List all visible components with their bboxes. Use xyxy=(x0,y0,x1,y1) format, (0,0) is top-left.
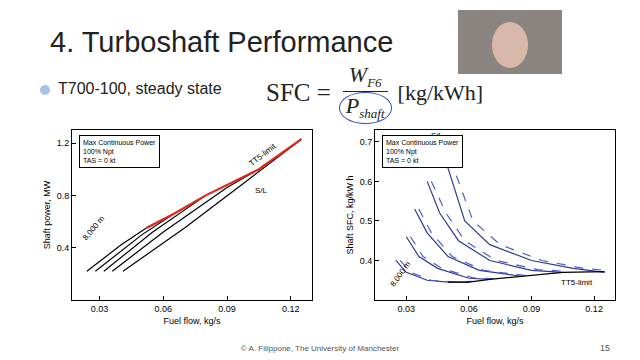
svg-text:Shaft power, MW: Shaft power, MW xyxy=(42,180,52,249)
svg-text:0.06: 0.06 xyxy=(155,304,173,314)
svg-text:S/L: S/L xyxy=(255,186,268,195)
html-text:Pshaft: Pshaft xyxy=(345,93,385,122)
html-text:WF6: WF6 xyxy=(348,62,382,91)
svg-text:Fuel flow, kg/s: Fuel flow, kg/s xyxy=(466,316,524,326)
svg-text:0.7: 0.7 xyxy=(360,137,373,147)
svg-text:Max Continuous Power100% NptTA: Max Continuous Power100% NptTAS = 0 kt xyxy=(83,139,156,164)
svg-text:0.03: 0.03 xyxy=(398,304,416,314)
html-text:4. Turboshaft Performance: 4. Turboshaft Performance xyxy=(50,26,394,58)
html-text:15: 15 xyxy=(600,343,610,353)
svg-text:0.09: 0.09 xyxy=(218,304,236,314)
svg-text:TT5-limit: TT5-limit xyxy=(561,278,593,287)
svg-text:0.03: 0.03 xyxy=(91,304,109,314)
svg-text:S/L: S/L xyxy=(431,131,444,140)
svg-text:0.12: 0.12 xyxy=(585,304,603,314)
svg-text:Max Continuous Power100% NptTA: Max Continuous Power100% NptTAS = 0 kt xyxy=(386,139,459,164)
svg-text:8,000 m: 8,000 m xyxy=(81,214,107,242)
svg-text:0.4: 0.4 xyxy=(360,256,373,266)
svg-text:0.5: 0.5 xyxy=(360,216,373,226)
svg-text:Shaft SFC, kg/kW h: Shaft SFC, kg/kW h xyxy=(345,175,355,254)
html-text:T700-100, steady state: T700-100, steady state xyxy=(58,80,222,97)
svg-text:1.2: 1.2 xyxy=(57,138,70,148)
html-text:© A. Filippone, The University: © A. Filippone, The University of Manche… xyxy=(240,344,400,353)
svg-text:0.8: 0.8 xyxy=(57,191,70,201)
svg-text:8,000 m: 8,000 m xyxy=(388,259,412,288)
svg-text:TT5-limit: TT5-limit xyxy=(247,141,278,168)
svg-text:0.06: 0.06 xyxy=(460,304,478,314)
svg-text:0.12: 0.12 xyxy=(282,304,300,314)
svg-text:0.6: 0.6 xyxy=(360,177,373,187)
html-text:[kg/kWh]: [kg/kWh] xyxy=(397,79,484,105)
svg-text:Fuel flow, kg/s: Fuel flow, kg/s xyxy=(163,316,221,326)
html-text:SFC =: SFC = xyxy=(266,78,331,106)
svg-text:0.4: 0.4 xyxy=(57,243,70,253)
svg-text:0.09: 0.09 xyxy=(523,304,541,314)
